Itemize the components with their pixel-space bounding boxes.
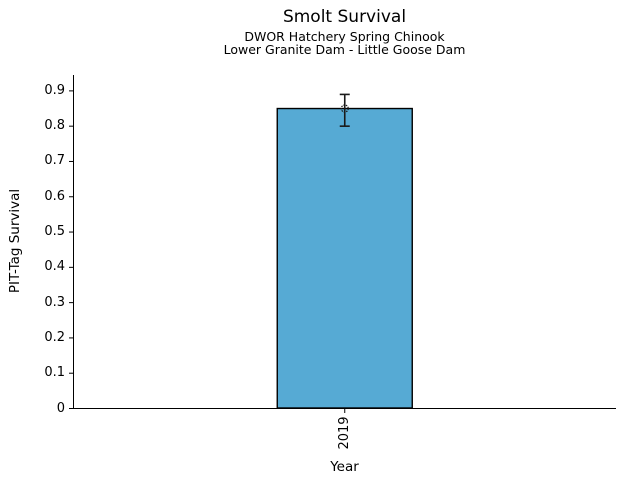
y-tick-label-0.3: 0.3 bbox=[44, 294, 65, 310]
chart-subtitle-line1: DWOR Hatchery Spring Chinook bbox=[244, 29, 445, 44]
x-axis-label: Year bbox=[330, 459, 359, 475]
chart-title: Smolt Survival bbox=[282, 7, 407, 27]
y-tick-label-0.1: 0.1 bbox=[44, 365, 65, 381]
y-tick-label-0: 0 bbox=[56, 400, 65, 416]
bar-2019 bbox=[276, 107, 413, 409]
chart-subtitle-line2: Lower Granite Dam - Little Goose Dam bbox=[223, 42, 466, 57]
y-tick-label-0.6: 0.6 bbox=[44, 188, 65, 204]
y-tick-label-0.2: 0.2 bbox=[44, 329, 65, 345]
y-tick-label-0.8: 0.8 bbox=[44, 118, 65, 134]
y-tick-label-0.9: 0.9 bbox=[44, 82, 65, 98]
y-tick-label-0.4: 0.4 bbox=[44, 259, 65, 275]
data-point-marker bbox=[340, 104, 349, 113]
y-tick-label-0.7: 0.7 bbox=[44, 153, 65, 169]
y-tick-label-0.5: 0.5 bbox=[44, 224, 65, 240]
